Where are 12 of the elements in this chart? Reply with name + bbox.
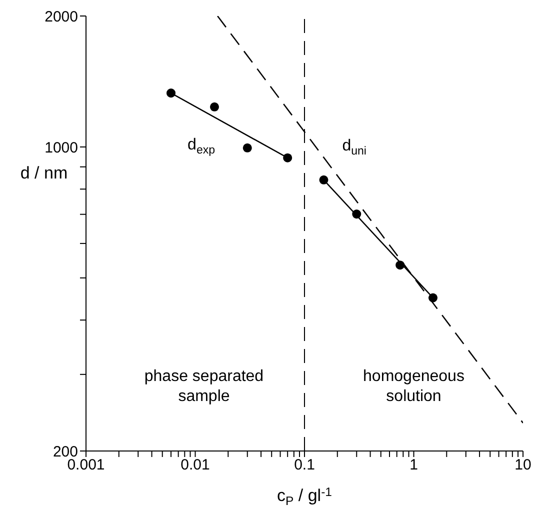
y-axis-title: d / nm <box>20 164 68 182</box>
y-tick-label: 1000 <box>44 139 78 156</box>
series-label: d$_{exp}$ <box>188 136 216 156</box>
annotation: homogeneous solution <box>363 368 464 405</box>
x-tick-label: 0.1 <box>294 456 315 474</box>
x-tick-label: 10 <box>514 456 532 474</box>
x-tick-label: 1 <box>410 456 418 474</box>
annotation: phase separated sample <box>144 368 264 405</box>
series-label: d$_{uni}$ <box>342 137 366 157</box>
x-tick-label: 0.01 <box>180 456 210 474</box>
y-tick-label: 2000 <box>44 8 78 26</box>
x-axis-title: c$_{P}$ / gl$^{-1}$ <box>277 484 332 508</box>
